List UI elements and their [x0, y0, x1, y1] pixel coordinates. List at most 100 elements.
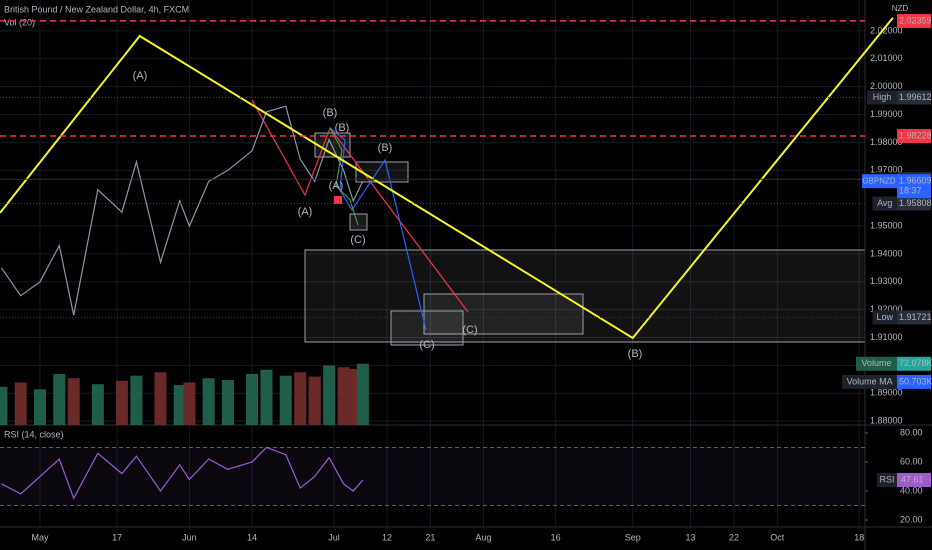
stat-value: 1.91721	[899, 312, 932, 322]
annotation: (A)	[298, 206, 313, 218]
volume-bar	[202, 378, 215, 425]
annotation: (B)	[335, 122, 350, 134]
x-tick-label: 12	[382, 532, 392, 542]
volume-bar	[356, 363, 369, 425]
annotation: (C)	[462, 324, 477, 336]
rsi-name-box	[877, 472, 897, 487]
stat-value-box	[897, 90, 931, 105]
y-tick-label: 1.92000	[870, 304, 903, 314]
ma-name: Volume MA	[847, 376, 893, 386]
y-tick-label: 1.99000	[870, 109, 903, 119]
volume-bar	[173, 385, 186, 425]
volume-bar	[154, 372, 167, 425]
stat-value: 1.99612	[899, 92, 932, 102]
y-tick-label: 2.01000	[870, 53, 903, 63]
price-level-box	[897, 129, 931, 144]
line-series	[1, 446, 364, 500]
annotation: (B)	[628, 348, 643, 360]
volume-bar	[294, 372, 307, 425]
stat-name-box	[867, 90, 897, 105]
target-box	[423, 293, 584, 335]
x-tick-label: May	[31, 532, 49, 542]
y-tick-label: 1.97000	[870, 165, 903, 175]
volume-bar	[337, 367, 350, 425]
drawings	[251, 99, 866, 346]
volume-name-box	[856, 356, 897, 371]
volume-value-box	[897, 356, 931, 371]
annotation: (B)	[378, 142, 393, 154]
wave-line	[329, 127, 359, 226]
countdown: 18:37	[899, 186, 922, 196]
x-tick-label: 22	[729, 532, 739, 542]
rsi-value: 47.61	[901, 474, 924, 484]
y-tick-label: 2.02000	[870, 25, 903, 35]
x-tick-label: Oct	[770, 532, 785, 542]
y-tick-label: 1.93000	[870, 276, 903, 286]
x-tick-label: Sep	[625, 532, 641, 542]
stat-name: Avg	[877, 198, 892, 208]
volume-bar	[221, 379, 234, 425]
y-tick-label: 20.00	[900, 514, 923, 524]
stat-name-box	[872, 196, 897, 211]
y-tick-label: 1.91000	[870, 332, 903, 342]
price-level-label: 1.98228	[899, 130, 932, 140]
rsi-title: RSI (14, close)	[4, 429, 64, 439]
ma-name-box	[842, 374, 897, 389]
y-tick-label: 60.00	[900, 456, 923, 466]
y-tick-label: 40.00	[900, 485, 923, 495]
stat-name-box	[872, 310, 897, 325]
stat-name: High	[873, 92, 892, 102]
volume-bar	[308, 376, 321, 425]
volume-bar	[53, 374, 66, 425]
volume-bar	[115, 380, 128, 425]
annotation: (C)	[350, 234, 365, 246]
volume-bar	[91, 384, 104, 425]
last-value-box	[897, 174, 931, 199]
rsi-value-box	[897, 472, 931, 487]
subtitle: Vol (20)	[4, 17, 35, 27]
y-tick-label: 1.94000	[870, 248, 903, 258]
target-box	[390, 310, 464, 346]
x-tick-label: Jun	[182, 532, 197, 542]
y-tick-label: 1.98000	[870, 137, 903, 147]
volume-bar	[183, 382, 196, 425]
last-value: 1.96609	[899, 176, 932, 186]
annotation: (B)	[323, 107, 338, 119]
target-box	[304, 249, 866, 343]
volume-bar	[67, 378, 80, 425]
volume-bar	[323, 365, 336, 425]
annotation: (A)	[329, 180, 344, 192]
x-tick-label: Jul	[328, 532, 340, 542]
x-tick-label: 18	[854, 532, 864, 542]
x-tick-label: Aug	[475, 532, 491, 542]
volume-value: 72.078K	[899, 358, 932, 368]
last-name-box	[862, 174, 897, 189]
line-series	[0, 17, 894, 340]
volume-bar	[14, 382, 27, 425]
volume-bar	[279, 375, 292, 425]
y-tick-label: 1.95000	[870, 220, 903, 230]
volume-bar	[130, 375, 143, 425]
volume-bar	[33, 389, 46, 425]
price-level-box	[897, 13, 931, 28]
y-tick-label: 1.89000	[870, 388, 903, 398]
stat-value-box	[897, 196, 931, 211]
line-series	[0, 105, 364, 316]
y-tick-label: 2.00000	[870, 81, 903, 91]
chart-title: British Pound / New Zealand Dollar, 4h, …	[4, 4, 189, 14]
volume-bar	[0, 386, 8, 425]
annotation: (C)	[419, 339, 434, 351]
last-name: GBPNZD	[862, 176, 896, 185]
volume-bar	[347, 368, 360, 425]
volume-bar	[260, 369, 273, 425]
ma-value: 50.703K	[899, 376, 932, 386]
rsi-name: RSI	[879, 474, 894, 484]
annotation: (A)	[133, 70, 148, 82]
x-tick-label: 17	[112, 532, 122, 542]
grid	[0, 0, 865, 527]
x-tick-label: 16	[551, 532, 561, 542]
x-tick-label: 13	[686, 532, 696, 542]
stat-value: 1.95808	[899, 198, 932, 208]
